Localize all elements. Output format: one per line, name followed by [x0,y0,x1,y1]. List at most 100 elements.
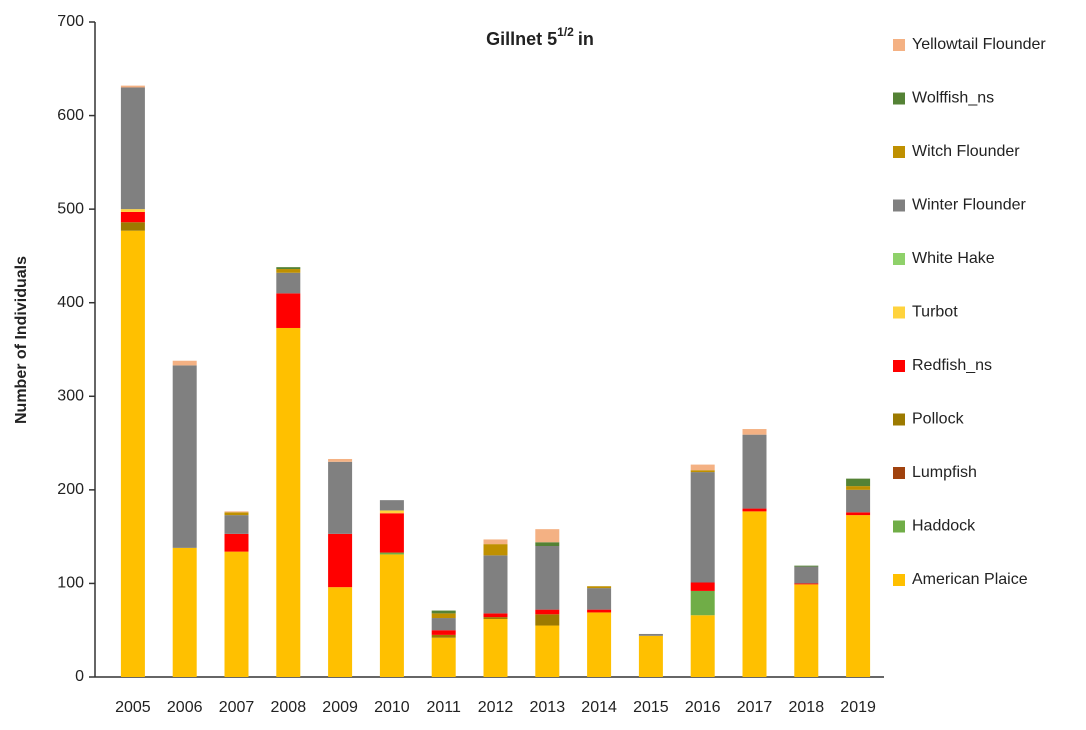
x-tick-label: 2012 [478,699,514,716]
bar-segment [120,230,145,677]
bar-segment [846,512,871,516]
bar-segment [224,533,249,552]
bar-segment [483,613,508,618]
x-tick-label: 2011 [426,699,461,716]
bar-segment [328,587,353,677]
bar-segment [172,547,197,677]
bar-segment [794,583,819,585]
x-tick-label: 2014 [581,699,617,716]
legend-label: Winter Flounder [912,197,1026,214]
bar-segment [535,609,560,615]
y-tick-label: 500 [57,200,84,217]
bar-segment [742,434,767,509]
bar-segment [120,211,145,223]
bar-segment [483,555,508,614]
bar-segment [690,590,715,616]
x-tick-label: 2018 [789,699,825,716]
bar-segment [276,327,301,677]
legend-swatch [893,92,905,105]
legend-swatch [893,146,905,158]
bar-segment [587,588,612,610]
bar-segment [690,582,715,591]
x-tick-label: 2017 [737,699,773,716]
legend-label: Turbot [912,304,958,321]
bar-segment [224,512,249,516]
bar-segment [690,470,715,473]
bar-segment [535,546,560,610]
legend-swatch [893,467,905,479]
legend-label: Wolffish_ns [912,90,994,107]
bar-segment [172,360,197,366]
bar-segment [794,584,819,677]
x-tick-label: 2016 [685,699,721,716]
y-tick-label: 200 [57,481,84,498]
x-tick-label: 2009 [322,699,358,716]
bar-segment [483,617,508,619]
legend-swatch [893,574,905,586]
bar-segment [172,365,197,548]
bar-segment [846,515,871,677]
legend-swatch [893,253,905,265]
bar-segment [690,472,715,583]
y-tick-label: 100 [57,575,84,592]
bar-segment [224,515,249,534]
bar-segment [587,586,612,589]
y-tick-label: 400 [57,294,84,311]
bar-segment [120,222,145,231]
x-tick-label: 2007 [219,699,255,716]
bar-segment [483,539,508,545]
x-tick-label: 2019 [840,699,876,716]
y-tick-label: 300 [57,388,84,405]
legend-label: American Plaice [912,571,1028,588]
bar-segment [120,209,145,212]
bar-segment [535,542,560,546]
bar-segment [690,464,715,471]
bar-segment [846,489,871,513]
bar-segment [379,513,404,553]
bar-segment [379,510,404,514]
bar-segment [638,633,663,636]
bar-segment [742,511,767,677]
legend-swatch [893,413,905,426]
legend-label: Yellowtail Flounder [912,36,1046,53]
bar-segment [483,618,508,677]
bar-segment [379,554,404,677]
bar-segment [224,551,249,677]
legend-label: Pollock [912,411,965,428]
bar-segment [276,267,301,270]
bar-segment [120,85,145,88]
legend-swatch [893,306,905,319]
bar-segment [431,630,456,635]
bar-segment [328,458,353,462]
bar-segment [587,612,612,677]
bar-segment [742,508,767,512]
legend-swatch [893,360,905,372]
legend-swatch [893,520,905,533]
legend-label: White Hake [912,250,995,267]
x-tick-label: 2013 [530,699,566,716]
bar-segment [846,486,871,490]
x-tick-label: 2015 [633,699,669,716]
bar-segment [587,609,612,613]
title-superscript: 1/2 [557,25,574,39]
title-suffix: in [578,29,594,49]
y-tick-label: 600 [57,107,84,124]
bar-segment [276,293,301,328]
y-tick-label: 0 [75,668,84,685]
bar-segment [535,614,560,626]
bar-segment [120,87,145,210]
bar-segment [794,566,819,584]
legend-label: Witch Flounder [912,143,1020,160]
bar-segment [328,461,353,534]
title-text: Gillnet 5 [486,29,557,49]
bar-segment [690,615,715,677]
bar-segment [431,618,456,631]
bar-segment [535,625,560,677]
bar-segment [276,269,301,273]
bar-segment [638,635,663,677]
bar-segment [483,544,508,556]
x-tick-label: 2006 [167,699,203,716]
bar-segment [328,533,353,588]
bar-segment [431,613,456,619]
